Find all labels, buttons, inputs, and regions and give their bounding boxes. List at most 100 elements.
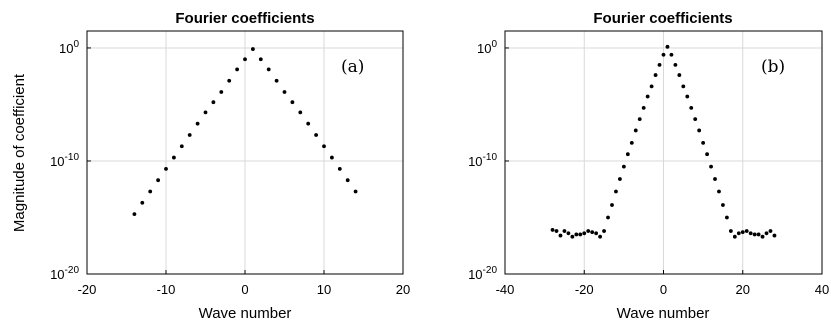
data-point <box>148 189 153 194</box>
data-point <box>290 100 295 105</box>
data-series <box>132 47 358 216</box>
data-point <box>701 140 706 145</box>
data-point <box>132 212 137 216</box>
data-point <box>353 189 358 194</box>
data-point <box>748 231 753 236</box>
data-point <box>314 133 318 137</box>
data-point <box>610 203 614 207</box>
data-point <box>550 228 555 232</box>
data-point <box>732 234 737 239</box>
data-point <box>744 229 749 233</box>
data-point <box>156 178 161 183</box>
panel-label: (b) <box>761 57 785 77</box>
x-tick-label: 10 <box>317 282 331 297</box>
data-point <box>728 229 733 233</box>
data-point <box>558 233 563 238</box>
data-point <box>625 152 630 157</box>
data-point <box>645 94 650 99</box>
data-point <box>665 44 670 49</box>
y-tick-label: 100 <box>477 39 497 56</box>
data-point <box>570 234 575 239</box>
x-tick-labels: -40 -20 0 20 40 <box>496 270 829 297</box>
x-tick-label: -20 <box>575 282 594 297</box>
data-point <box>661 52 666 57</box>
data-point <box>689 105 694 110</box>
data-point <box>337 166 342 171</box>
data-point <box>582 231 587 236</box>
data-point <box>606 215 610 220</box>
chart-title: Fourier coefficients <box>175 10 314 27</box>
data-point <box>641 105 646 110</box>
y-tick-label: 100 <box>59 39 79 56</box>
x-tick-label: -10 <box>157 282 176 297</box>
data-series <box>550 44 777 239</box>
data-point <box>772 233 777 238</box>
data-point <box>594 231 599 236</box>
data-point <box>243 57 247 62</box>
y-tick-label: 10-20 <box>50 265 79 282</box>
data-point <box>172 155 176 160</box>
data-point <box>562 229 567 233</box>
data-point <box>685 94 690 99</box>
data-point <box>345 178 350 183</box>
data-point <box>258 57 263 62</box>
data-point <box>760 234 765 239</box>
y-tick-label: 10-10 <box>468 152 497 169</box>
data-point <box>633 128 638 133</box>
y-tick-label: 10-10 <box>50 152 79 169</box>
data-point <box>566 231 571 236</box>
data-point <box>251 47 255 51</box>
data-point <box>752 232 757 237</box>
data-point <box>330 155 334 160</box>
data-point <box>621 164 626 169</box>
data-point <box>227 78 232 83</box>
data-point <box>721 203 725 207</box>
data-point <box>164 166 168 171</box>
data-point <box>306 121 311 126</box>
data-point <box>653 73 658 77</box>
data-point <box>219 90 224 94</box>
data-point <box>649 84 654 89</box>
grid-lines <box>87 31 403 274</box>
data-point <box>598 234 602 239</box>
data-point <box>211 100 216 105</box>
data-point <box>657 63 662 67</box>
data-point <box>322 144 326 149</box>
data-point <box>274 78 279 83</box>
data-point <box>677 73 682 77</box>
y-tick-labels: 100 10-10 10-20 <box>50 39 91 282</box>
x-tick-label: 0 <box>660 282 667 297</box>
data-point <box>693 117 698 122</box>
x-axis-label: Wave number <box>617 305 710 322</box>
panel-label: (a) <box>341 57 364 77</box>
y-axis-label: Magnitude of coefficient <box>11 73 28 232</box>
data-point <box>768 229 773 233</box>
data-point <box>697 128 702 133</box>
data-point <box>725 215 729 220</box>
data-point <box>736 231 741 236</box>
x-tick-label: 40 <box>815 282 829 297</box>
data-point <box>590 230 595 235</box>
data-point <box>578 232 583 237</box>
y-tick-label: 10-20 <box>468 265 497 282</box>
data-point <box>195 121 200 126</box>
data-point <box>673 63 678 67</box>
x-tick-label: -20 <box>78 282 97 297</box>
x-tick-label: -40 <box>496 282 515 297</box>
data-point <box>637 117 642 122</box>
data-point <box>282 90 287 94</box>
data-point <box>705 152 709 157</box>
x-tick-label: 0 <box>241 282 248 297</box>
chart-panel-b: Fourier coefficients -40 -20 0 20 40 100 10-1… <box>468 10 829 322</box>
x-tick-labels: -20 -10 0 10 20 <box>78 270 410 297</box>
data-point <box>235 67 240 72</box>
y-tick-labels: 100 10-10 10-20 <box>468 39 509 282</box>
chart-panel-a: Fourier coefficients -20 -10 0 10 20 100 10-1… <box>11 10 410 322</box>
data-point <box>203 110 208 115</box>
x-tick-label: 20 <box>396 282 410 297</box>
data-point <box>740 230 745 235</box>
data-point <box>266 67 271 72</box>
x-tick-label: 20 <box>736 282 750 297</box>
data-point <box>681 84 686 89</box>
